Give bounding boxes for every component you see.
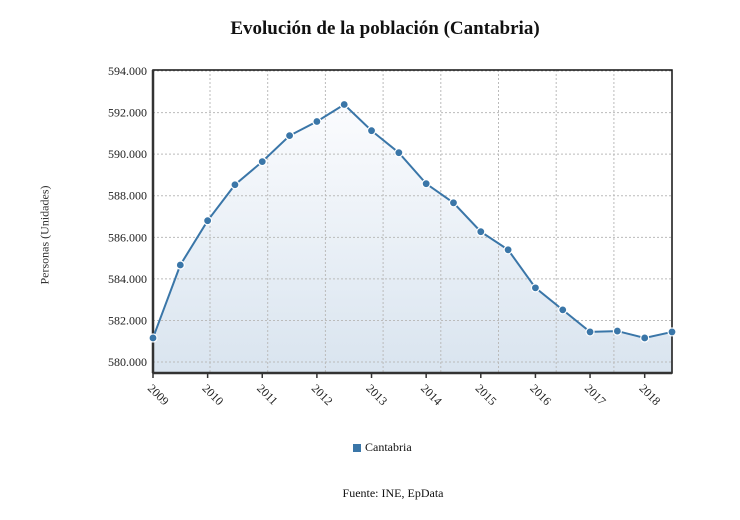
y-tick-label: 594.000	[108, 64, 147, 78]
area-fill	[153, 104, 672, 374]
y-tick-label: 588.000	[108, 189, 147, 203]
x-tick-label: 2009	[145, 381, 172, 408]
data-point	[667, 327, 677, 337]
x-tick-label: 2016	[527, 381, 554, 408]
x-tick-label: 2010	[200, 381, 227, 408]
x-tick-label: 2014	[418, 381, 445, 408]
x-tick-label: 2011	[254, 381, 281, 408]
x-tick-label: 2013	[363, 381, 390, 408]
data-point	[530, 283, 541, 293]
legend-label: Cantabria	[365, 440, 412, 454]
data-point	[612, 326, 622, 336]
data-point	[448, 198, 459, 208]
data-point	[640, 333, 650, 343]
data-point	[366, 126, 377, 136]
data-point	[503, 245, 513, 255]
y-tick-label: 580.000	[108, 355, 147, 369]
data-point	[284, 131, 295, 141]
legend-swatch	[353, 443, 361, 452]
y-tick-label: 590.000	[108, 147, 147, 161]
x-tick-label: 2012	[309, 381, 336, 408]
x-tick-label: 2018	[637, 381, 664, 408]
data-point	[175, 260, 185, 270]
series-line	[152, 103, 673, 339]
data-point	[257, 157, 267, 167]
y-tick-label: 586.000	[108, 230, 147, 244]
data-point	[585, 327, 595, 337]
data-point	[312, 116, 322, 127]
source-note: Fuente: INE, EpData	[342, 486, 444, 500]
data-point	[476, 227, 486, 237]
data-point	[148, 333, 158, 343]
data-point	[230, 180, 240, 190]
y-tick-label: 584.000	[108, 272, 147, 286]
data-point	[558, 305, 568, 315]
legend[interactable]: Cantabria	[353, 440, 412, 455]
chart-title: Evolución de la población (Cantabria)	[230, 18, 540, 39]
data-point	[203, 216, 213, 226]
x-tick-label: 2017	[582, 381, 609, 408]
y-tick-label: 582.000	[108, 313, 147, 327]
y-tick-label: 592.000	[108, 106, 147, 120]
data-point	[394, 148, 404, 158]
data-point	[421, 179, 431, 189]
data-point	[339, 99, 349, 110]
x-tick-label: 2015	[473, 381, 500, 408]
